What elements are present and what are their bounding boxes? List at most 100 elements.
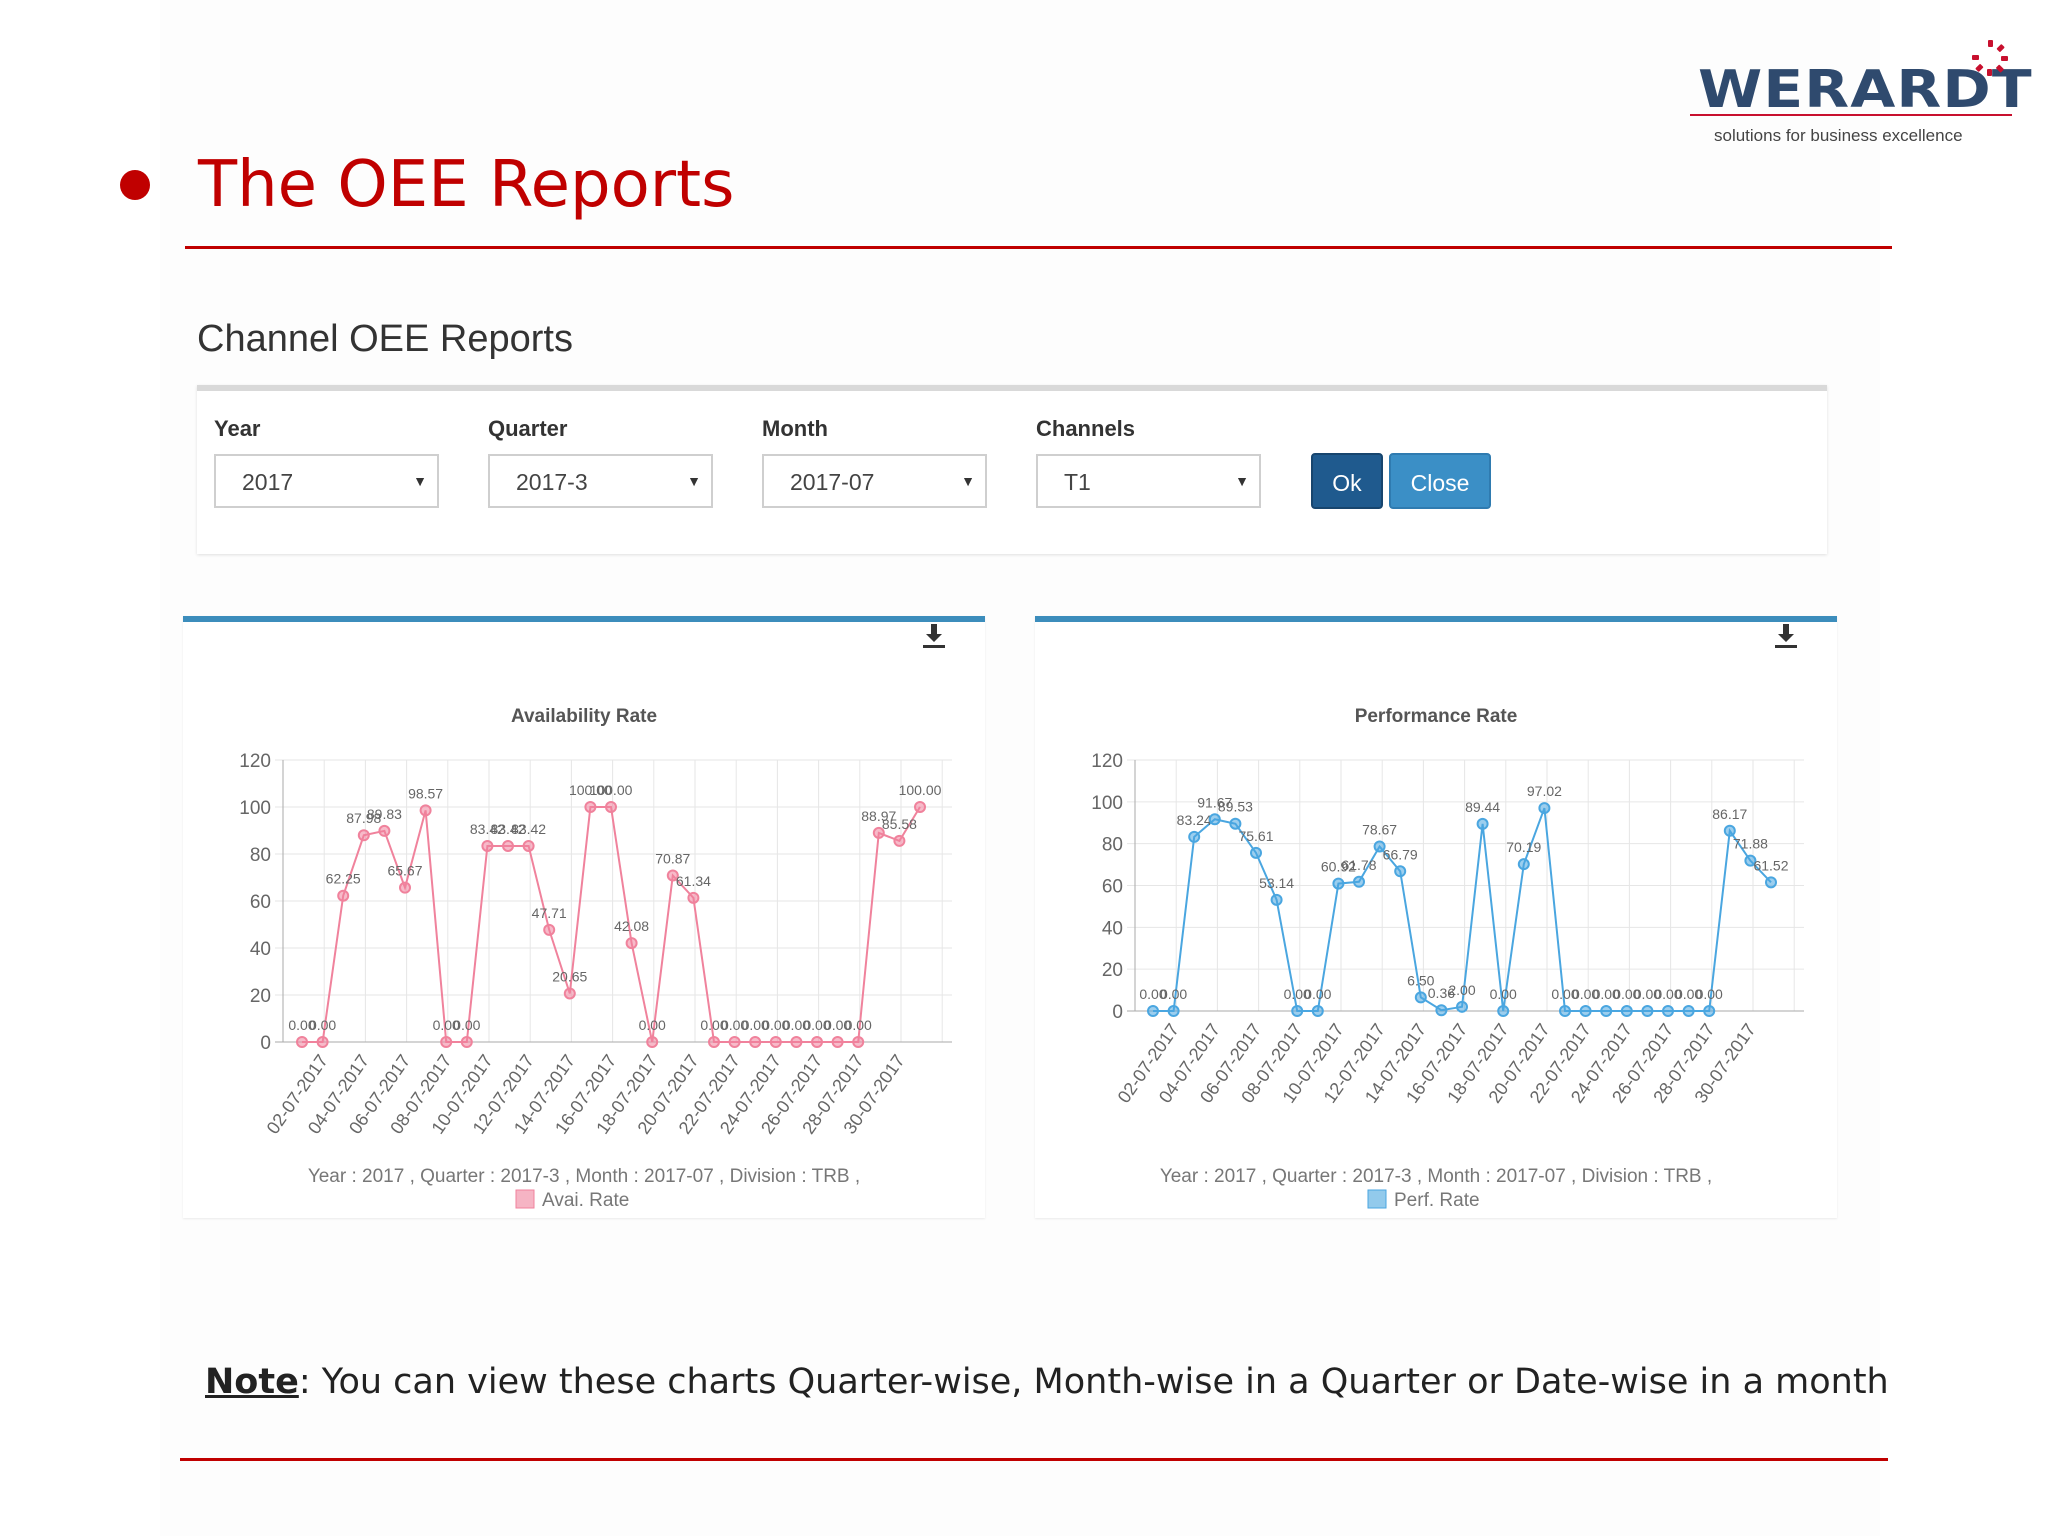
slide-title: The OEE Reports [198, 148, 735, 222]
data-label: 42.08 [614, 918, 649, 934]
data-label: 71.88 [1733, 836, 1768, 852]
data-point [605, 801, 617, 813]
caret-down-icon: ▼ [1235, 473, 1249, 489]
data-point [502, 839, 514, 852]
data-label: 61.78 [1341, 857, 1376, 873]
data-point [522, 839, 535, 852]
data-label: 0.00 [1634, 986, 1661, 1002]
data-label: 83.42 [470, 821, 505, 837]
data-point [357, 829, 370, 842]
quarter-select[interactable]: 2017-3 ▼ [488, 454, 713, 508]
data-point [1456, 1000, 1468, 1013]
data-point [584, 801, 597, 813]
channels-select[interactable]: T1 ▼ [1036, 454, 1261, 508]
data-point [728, 1036, 741, 1048]
data-point [646, 1036, 659, 1048]
data-point [666, 869, 679, 882]
data-point [708, 1036, 720, 1048]
chart-subtitle: Year : 2017 , Quarter : 2017-3 , Month :… [1160, 1166, 1712, 1187]
data-label: 61.52 [1753, 857, 1788, 873]
y-tick-label: 60 [1102, 877, 1123, 898]
data-point [1229, 817, 1242, 830]
data-label: 0.00 [1675, 986, 1702, 1002]
channels-filter: Channels T1 ▼ [1036, 416, 1261, 508]
data-point [1579, 1005, 1592, 1017]
year-value: 2017 [242, 469, 294, 495]
data-point [481, 839, 494, 852]
logo-tagline: solutions for business excellence [1714, 126, 1963, 145]
ok-button[interactable]: Ok [1311, 453, 1383, 509]
data-point [1373, 840, 1386, 853]
data-label: 0.00 [309, 1017, 336, 1033]
data-point [1311, 1005, 1324, 1017]
data-label: 60.92 [1321, 859, 1356, 875]
data-label: 89.44 [1465, 799, 1500, 815]
data-label: 83.42 [511, 821, 546, 837]
data-label: 0.00 [1572, 986, 1599, 1002]
data-point [1765, 876, 1777, 889]
data-point [1476, 817, 1489, 830]
caret-down-icon: ▼ [413, 473, 427, 489]
data-point [872, 826, 885, 839]
data-label: 47.71 [532, 905, 567, 921]
data-label: 20.65 [552, 968, 587, 984]
data-point [1497, 1005, 1510, 1017]
series-line [302, 806, 921, 1043]
caret-down-icon: ▼ [687, 473, 701, 489]
download-icon[interactable] [921, 622, 947, 650]
y-tick-label: 100 [1091, 793, 1123, 814]
quarter-filter: Quarter 2017-3 ▼ [488, 416, 713, 508]
caret-down-icon: ▼ [961, 473, 975, 489]
data-point [1167, 1005, 1180, 1017]
data-label: 0.00 [1284, 986, 1311, 1002]
data-label: 0.00 [1139, 986, 1166, 1002]
data-label: 86.17 [1712, 806, 1747, 822]
data-label: 0.00 [803, 1017, 830, 1033]
y-tick-label: 80 [1102, 835, 1123, 856]
data-point [296, 1036, 308, 1048]
data-label: 83.24 [1177, 812, 1212, 828]
data-point [1662, 1005, 1674, 1017]
data-point [1332, 877, 1345, 890]
data-label: 98.57 [408, 785, 443, 801]
data-label: 0.00 [1551, 986, 1578, 1002]
data-point [1641, 1005, 1654, 1017]
data-point [852, 1036, 865, 1048]
data-label: 62.25 [326, 871, 361, 887]
download-icon[interactable] [1773, 622, 1799, 650]
data-label: 0.00 [742, 1017, 769, 1033]
data-label: 100.00 [569, 782, 612, 798]
y-tick-label: 60 [250, 892, 271, 913]
quarter-value: 2017-3 [516, 469, 588, 495]
title-bullet [120, 170, 150, 200]
footer-note: Note: You can view these charts Quarter-… [205, 1362, 1889, 1402]
legend-label: Perf. Rate [1394, 1190, 1480, 1211]
data-label: 0.00 [288, 1017, 315, 1033]
page-title: Channel OEE Reports [197, 318, 573, 360]
y-tick-label: 120 [239, 751, 271, 772]
data-point [1414, 991, 1427, 1004]
logo-gear-icon [1972, 40, 2008, 76]
channels-value: T1 [1064, 469, 1091, 495]
data-label: 0.00 [1304, 986, 1331, 1002]
data-point [1600, 1005, 1613, 1017]
data-label: 66.79 [1383, 846, 1418, 862]
data-label: 53.14 [1259, 875, 1294, 891]
data-point [1188, 830, 1201, 843]
data-label: 100.00 [590, 782, 633, 798]
data-label: 0.00 [762, 1017, 789, 1033]
channels-label: Channels [1036, 416, 1136, 441]
availability-chart: Availability Rate02040608010012002-07-20… [239, 706, 952, 1211]
close-button[interactable]: Close [1389, 453, 1491, 509]
month-value: 2017-07 [790, 469, 875, 495]
data-label: 0.00 [1613, 986, 1640, 1002]
data-point [378, 824, 391, 837]
data-point [1270, 893, 1283, 906]
y-tick-label: 120 [1091, 751, 1123, 772]
year-select[interactable]: 2017 ▼ [214, 454, 439, 508]
data-label: 0.00 [433, 1017, 460, 1033]
data-label: 0.00 [1160, 986, 1187, 1002]
data-label: 0.00 [639, 1017, 666, 1033]
month-select[interactable]: 2017-07 ▼ [762, 454, 987, 508]
data-point [769, 1036, 782, 1048]
